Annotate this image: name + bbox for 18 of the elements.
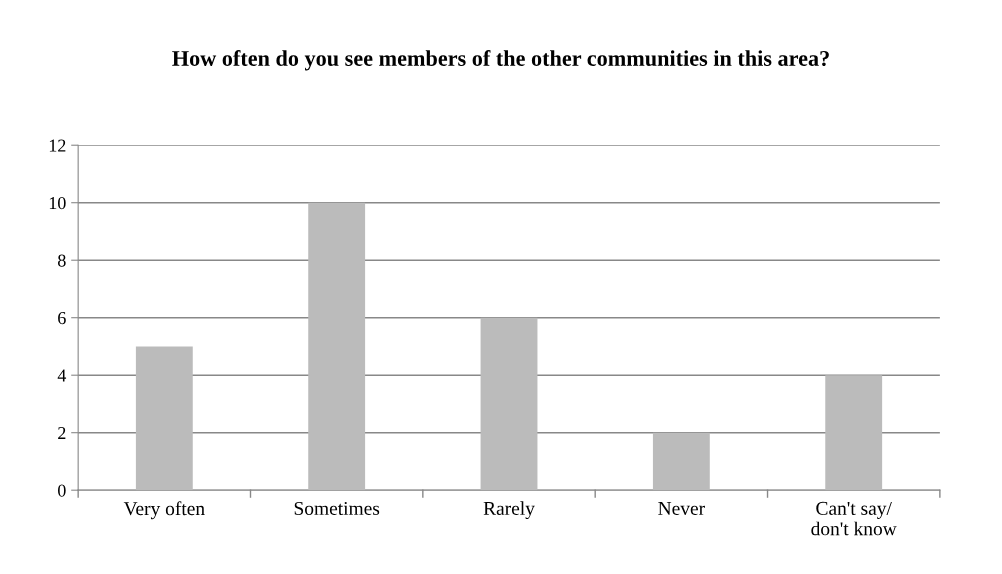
x-tick-label: Can't say/ don't know (811, 501, 897, 536)
y-tick-label: 4 (57, 369, 67, 382)
x-tick-label: Rarely (483, 501, 535, 519)
y-tick-label: 6 (58, 312, 66, 325)
y-tick-label: 8 (58, 254, 66, 267)
bar (825, 375, 883, 491)
bar (308, 202, 366, 491)
y-tick-label: 2 (58, 427, 66, 439)
y-tick-label: 12 (49, 139, 66, 152)
bar (480, 317, 538, 491)
y-tick-label: 0 (58, 484, 66, 497)
bar (652, 432, 710, 491)
x-tick-label: Sometimes (294, 501, 380, 515)
chart-title: How often do you see members of the other communities in this area? (172, 50, 829, 71)
bar (135, 346, 193, 491)
x-tick-label: Very often (123, 501, 205, 520)
y-tick-label: 10 (49, 196, 66, 210)
x-tick-label: Never (658, 502, 705, 515)
